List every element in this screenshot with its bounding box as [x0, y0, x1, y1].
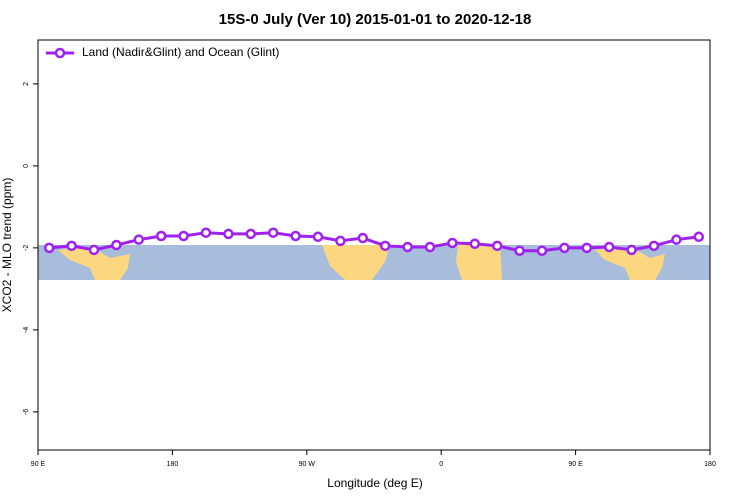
- data-point: [66, 240, 77, 252]
- y-tick-label: 0: [23, 164, 30, 168]
- data-point: [447, 237, 458, 249]
- y-tick-label: -6: [23, 409, 30, 415]
- data-point: [88, 244, 100, 256]
- y-tick-label: -4: [23, 327, 30, 333]
- data-point: [155, 230, 167, 242]
- data-point: [514, 245, 525, 256]
- data-point: [357, 232, 369, 244]
- x-tick-label: 90 W: [299, 461, 316, 468]
- x-tick-label: 90 E: [568, 461, 583, 468]
- data-point: [536, 245, 548, 256]
- data-point: [267, 227, 279, 238]
- map-background: [38, 245, 710, 280]
- data-point: [335, 235, 346, 247]
- data-point: [133, 234, 145, 245]
- data-point: [178, 230, 189, 242]
- data-point: [200, 227, 212, 238]
- data-point: [469, 238, 481, 250]
- data-point: [693, 231, 705, 243]
- x-tick-label: 180: [704, 461, 716, 468]
- data-point: [379, 240, 391, 252]
- data-point: [603, 241, 615, 253]
- data-point: [312, 231, 324, 243]
- legend-label: Land (Nadir&Glint) and Ocean (Glint): [82, 45, 279, 59]
- y-tick-label: 2: [23, 82, 30, 86]
- data-point: [402, 241, 413, 253]
- data-point: [671, 234, 682, 245]
- x-axis-label: Longitude (deg E): [327, 476, 422, 490]
- chart-title: 15S-0 July (Ver 10) 2015-01-01 to 2020-1…: [219, 11, 532, 28]
- data-point: [559, 242, 570, 254]
- data-point: [111, 239, 122, 251]
- data-point: [626, 244, 637, 256]
- data-point: [43, 242, 55, 254]
- data-point: [290, 230, 301, 242]
- y-axis-label: XCO2 - MLO trend (ppm): [0, 178, 14, 313]
- data-point: [223, 228, 234, 240]
- y-tick-label: -2: [23, 245, 30, 251]
- x-tick-label: 0: [439, 461, 443, 468]
- data-point: [581, 242, 593, 254]
- data-point: [424, 241, 436, 253]
- data-point: [491, 240, 503, 252]
- x-tick-label: 180: [167, 461, 179, 468]
- legend-marker: [54, 47, 66, 59]
- plot-frame: [37, 39, 711, 451]
- x-tick-label: 90 E: [31, 461, 46, 468]
- data-point: [648, 240, 660, 252]
- data-point: [245, 228, 257, 240]
